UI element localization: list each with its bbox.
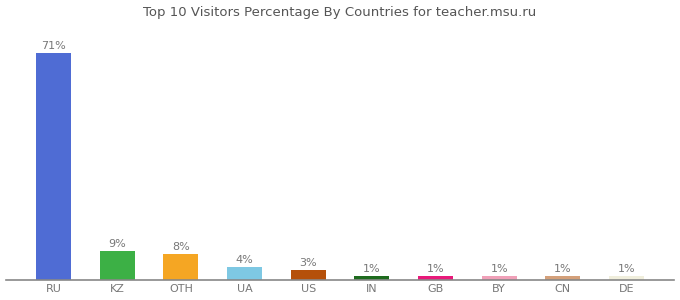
Bar xyxy=(609,276,644,280)
Text: 9%: 9% xyxy=(108,239,126,249)
Bar xyxy=(100,251,135,280)
Text: 71%: 71% xyxy=(41,41,66,51)
Text: 1%: 1% xyxy=(490,265,508,275)
Bar xyxy=(545,276,580,280)
Bar xyxy=(290,270,326,280)
Bar xyxy=(227,267,262,280)
Text: 4%: 4% xyxy=(235,255,254,265)
Text: 1%: 1% xyxy=(363,265,381,275)
Bar xyxy=(354,276,390,280)
Bar xyxy=(481,276,517,280)
Text: 1%: 1% xyxy=(554,265,572,275)
Title: Top 10 Visitors Percentage By Countries for teacher.msu.ru: Top 10 Visitors Percentage By Countries … xyxy=(143,6,537,19)
Bar xyxy=(163,254,199,280)
Bar xyxy=(418,276,453,280)
Text: 1%: 1% xyxy=(617,265,635,275)
Text: 3%: 3% xyxy=(299,258,317,268)
Text: 1%: 1% xyxy=(426,265,444,275)
Text: 8%: 8% xyxy=(172,242,190,252)
Bar xyxy=(36,53,71,280)
